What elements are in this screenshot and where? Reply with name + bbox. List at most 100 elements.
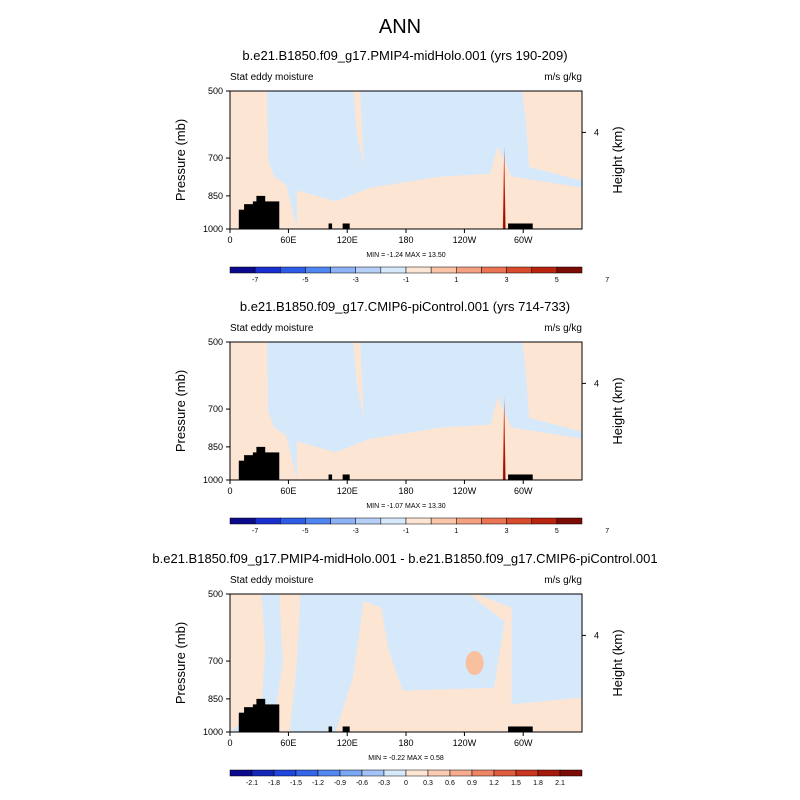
x-tick-label: 120W [453,486,477,496]
topography [256,698,266,732]
x-tick-label: 60E [280,486,296,496]
colorbar-cell [361,769,385,777]
x-tick-label: 0 [227,738,232,748]
topography [256,446,266,480]
topography [342,474,350,480]
y-tick-label: 850 [208,191,223,201]
topography [328,726,333,732]
positive-region [230,594,266,732]
colorbar-label: 0.3 [423,780,433,787]
colorbar-cell [330,517,356,525]
positive-region [353,342,364,418]
y-right-tick-label: 4 [594,378,599,388]
colorbar-cell [254,517,281,525]
maximum-core [503,187,505,229]
topography [508,726,533,732]
y-axis-label-right: Height (km) [610,126,625,193]
colorbar-label: -1.2 [312,780,324,787]
panel-title: b.e21.B1850.f09_g17.CMIP6-piControl.001 … [240,299,570,314]
colorbar-cell [456,517,482,525]
y-tick-label: 500 [208,86,223,96]
units-label: m/s g/kg [544,575,582,586]
colorbar-label: 5 [555,528,559,535]
colorbar-cell [449,769,473,777]
colorbar-cell [251,769,275,777]
colorbar-cell [556,266,583,274]
topography [508,474,533,480]
colorbar-cell [537,769,561,777]
colorbar-label: -0.9 [334,780,346,787]
colorbar-cell [330,266,356,274]
y-right-tick-label: 4 [594,630,599,640]
colorbar-label: 7 [605,528,609,535]
plot-area [230,594,582,732]
positive-region [272,594,301,732]
colorbar-label: -3 [353,528,359,535]
minmax-label: MIN = -1.07 MAX = 13.30 [366,503,445,510]
colorbar-label: 1.2 [489,780,499,787]
maximum-core [503,438,505,480]
y-tick-label: 1000 [203,224,223,234]
x-tick-label: 120E [337,235,358,245]
topography [342,726,350,732]
main-title: ANN [379,16,421,38]
x-tick-label: 120E [337,738,358,748]
colorbar-cell [506,517,532,525]
colorbar-cell [531,517,558,525]
positive-region [522,91,582,181]
colorbar-cell [556,517,583,525]
colorbar-cell [229,769,253,777]
x-tick-label: 180 [398,486,413,496]
colorbar-cell [305,266,331,274]
positive-region [230,342,297,480]
y-axis-label: Pressure (mb) [173,622,188,704]
topography [328,474,333,480]
colorbar-cell [481,517,507,525]
colorbar-label: -1.5 [290,780,302,787]
x-tick-label: 60W [514,486,533,496]
panel-title: b.e21.B1850.f09_g17.PMIP4-midHolo.001 - … [152,551,657,566]
colorbar-label: -5 [302,528,308,535]
colorbar-cell [383,769,407,777]
field-label: Stat eddy moisture [230,323,314,334]
positive-maximum [465,651,484,675]
y-tick-label: 1000 [203,727,223,737]
topography [256,195,266,229]
positive-region [296,397,582,480]
x-tick-label: 0 [227,235,232,245]
colorbar-cell [280,517,306,525]
colorbar-cell [339,769,363,777]
colorbar-cell [229,517,256,525]
colorbar-cell [254,266,281,274]
panel-1: b.e21.B1850.f09_g17.PMIP4-midHolo.001 (y… [173,48,625,284]
units-label: m/s g/kg [544,323,582,334]
colorbar-cell [493,769,517,777]
colorbar-label: -0.6 [356,780,368,787]
x-tick-label: 120W [453,235,477,245]
positive-region [230,91,297,229]
colorbar-label: 7 [605,277,609,284]
colorbar-label: 1 [454,528,458,535]
x-tick-label: 180 [398,235,413,245]
positive-region [511,697,582,732]
colorbar-cell [456,266,482,274]
x-tick-label: 60E [280,738,296,748]
colorbar-label: 1.5 [511,780,521,787]
positive-region [353,91,364,167]
colorbar-cell [229,266,256,274]
x-tick-label: 180 [398,738,413,748]
colorbar-label: -7 [252,277,258,284]
positive-region [522,342,582,432]
y-tick-label: 700 [208,404,223,414]
colorbar-cell [515,769,539,777]
colorbar-cell [280,266,306,274]
panel-title: b.e21.B1850.f09_g17.PMIP4-midHolo.001 (y… [242,48,567,63]
colorbar-cell [295,769,319,777]
x-tick-label: 120E [337,486,358,496]
colorbar-label: -3 [353,277,359,284]
colorbar-label: -5 [302,277,308,284]
panel-3: b.e21.B1850.f09_g17.PMIP4-midHolo.001 - … [152,551,657,787]
colorbar-label: 5 [555,277,559,284]
colorbar-label: 2.1 [555,780,565,787]
